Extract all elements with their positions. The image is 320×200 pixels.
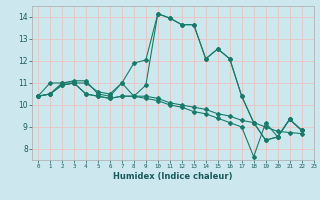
X-axis label: Humidex (Indice chaleur): Humidex (Indice chaleur) [113,172,233,181]
